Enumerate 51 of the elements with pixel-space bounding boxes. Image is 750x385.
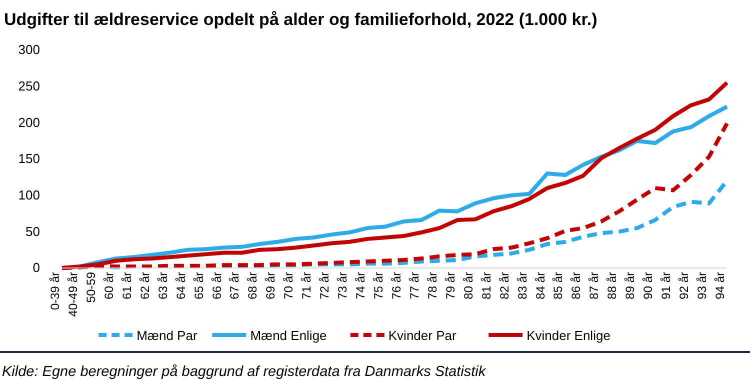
x-tick-label: 80 år bbox=[461, 272, 476, 300]
x-tick-label: 70 år bbox=[282, 272, 296, 300]
x-tick-label: 91 år bbox=[659, 272, 674, 300]
y-tick-label: 300 bbox=[18, 42, 40, 58]
x-tick-label: 77 år bbox=[407, 272, 422, 300]
x-tick-label: 89 år bbox=[623, 272, 638, 300]
legend-label: Mænd Par bbox=[136, 328, 198, 343]
x-tick-label: 50-59 bbox=[84, 272, 98, 303]
x-tick-label: 0-39 år bbox=[48, 272, 62, 310]
x-tick-label: 65 år bbox=[192, 272, 206, 300]
x-tick-label: 86 år bbox=[569, 272, 584, 300]
x-tick-label: 40-49 år bbox=[66, 272, 80, 317]
legend-label: Mænd Enlige bbox=[250, 328, 327, 343]
x-tick-label: 84 år bbox=[533, 272, 548, 300]
legend-label: Kvinder Enlige bbox=[526, 328, 610, 343]
x-tick-label: 76 år bbox=[389, 272, 404, 300]
text: Kilde: Egne beregninger på baggrund af registerdata fra Danmarks Statistik bbox=[2, 364, 486, 380]
x-tick-label: 78 år bbox=[425, 272, 440, 300]
y-tick-label: 150 bbox=[18, 151, 40, 166]
x-tick-label: 79 år bbox=[443, 272, 458, 300]
y-tick-label: 50 bbox=[26, 224, 40, 239]
x-tick-label: 68 år bbox=[246, 272, 260, 300]
x-tick-label: 90 år bbox=[641, 272, 656, 300]
y-tick-label: 250 bbox=[18, 78, 40, 94]
x-tick-label: 92 år bbox=[677, 272, 692, 300]
x-tick-label: 83 år bbox=[515, 272, 530, 300]
chart-title: Udgifter til ældreservice opdelt på alder og familieforhold, 2022 (1.000 kr.) bbox=[4, 10, 598, 29]
x-tick-label: 63 år bbox=[156, 272, 170, 300]
x-tick-label: 93 år bbox=[695, 272, 710, 300]
y-tick-label: 200 bbox=[18, 114, 40, 130]
x-tick-label: 69 år bbox=[264, 272, 278, 300]
x-tick-label: 67 år bbox=[228, 272, 242, 300]
x-tick-label: 73 år bbox=[336, 272, 350, 300]
x-tick-label: 74 år bbox=[354, 272, 368, 300]
x-tick-label: 64 år bbox=[174, 272, 188, 300]
x-tick-label: 81 år bbox=[479, 272, 494, 300]
y-tick-label: 0 bbox=[32, 260, 40, 276]
x-tick-label: 88 år bbox=[605, 272, 620, 300]
x-tick-label: 62 år bbox=[138, 272, 152, 300]
x-tick-label: 75 år bbox=[372, 272, 386, 300]
legend-label: Kvinder Par bbox=[388, 328, 457, 343]
x-tick-label: 61 år bbox=[120, 272, 134, 300]
x-tick-label: 85 år bbox=[551, 272, 566, 300]
x-tick-label: 66 år bbox=[210, 272, 224, 300]
x-tick-label: 72 år bbox=[318, 272, 332, 300]
x-tick-label: 60 år bbox=[102, 272, 116, 300]
x-tick-label: 71 år bbox=[300, 272, 314, 300]
y-tick-label: 100 bbox=[18, 187, 40, 202]
x-tick-label: 94 år bbox=[713, 272, 727, 300]
x-tick-label: 87 år bbox=[587, 272, 602, 300]
x-tick-label: 82 år bbox=[497, 272, 512, 300]
